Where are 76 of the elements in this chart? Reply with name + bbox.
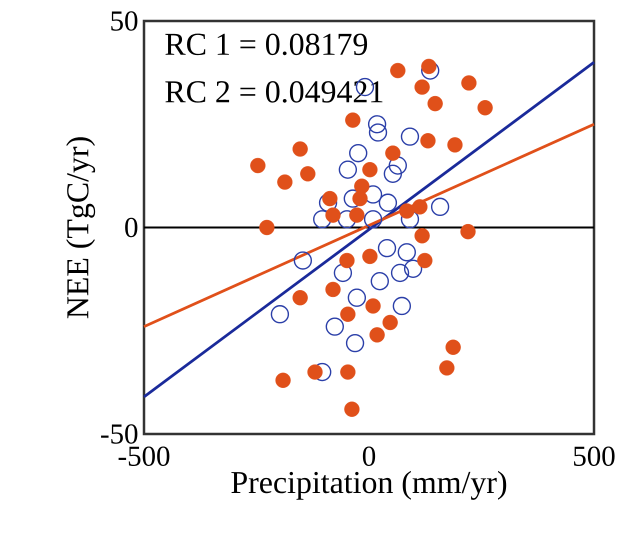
point	[398, 243, 416, 262]
point	[460, 224, 476, 240]
point	[348, 288, 366, 307]
point	[345, 112, 360, 128]
point	[292, 141, 308, 157]
x-tick-label: 500	[574, 446, 615, 466]
point	[378, 238, 396, 258]
point	[334, 264, 352, 282]
y-tick-label: 0	[125, 218, 138, 238]
point	[414, 79, 430, 95]
point	[430, 198, 450, 216]
point	[307, 364, 323, 380]
x-tick-label: -500	[118, 446, 170, 466]
point	[399, 203, 414, 219]
point	[313, 210, 332, 228]
point	[382, 314, 398, 330]
annotation: RC 1 = 0.08179	[165, 34, 368, 56]
point	[368, 123, 388, 142]
point	[340, 306, 356, 322]
point	[384, 164, 402, 183]
point	[250, 158, 266, 174]
point	[322, 190, 338, 206]
point	[346, 334, 364, 352]
point	[390, 264, 410, 282]
point	[325, 282, 341, 298]
point	[340, 364, 356, 380]
point	[325, 207, 341, 223]
x-tick-label: 0	[362, 446, 376, 466]
y-axis-title: NEE (TgC/yr)	[66, 137, 96, 318]
point	[349, 144, 368, 162]
point	[338, 160, 358, 179]
point	[370, 272, 389, 290]
y-tick-label: 50	[111, 11, 138, 31]
point	[421, 61, 440, 80]
point	[400, 210, 420, 228]
point	[461, 75, 477, 91]
point	[368, 115, 386, 134]
point	[349, 207, 365, 223]
point	[292, 290, 308, 306]
point	[259, 220, 275, 236]
point	[420, 133, 436, 148]
point	[275, 372, 291, 388]
point	[338, 210, 356, 228]
point	[378, 194, 398, 212]
point	[339, 252, 355, 268]
point	[447, 137, 463, 153]
point	[300, 166, 316, 182]
point	[364, 210, 382, 228]
point	[352, 190, 368, 206]
point	[365, 298, 381, 314]
point	[369, 327, 385, 343]
point	[344, 402, 360, 417]
point	[412, 199, 428, 215]
point	[294, 251, 312, 270]
point	[400, 127, 420, 146]
point	[390, 62, 406, 78]
x-axis-title: Precipitation (mm/yr)	[231, 470, 506, 500]
point	[385, 145, 401, 161]
y-tick-label: -50	[101, 424, 138, 444]
point	[362, 248, 378, 264]
point	[270, 305, 290, 324]
point	[326, 317, 344, 336]
point	[421, 58, 437, 74]
point	[362, 162, 378, 178]
point	[404, 260, 422, 278]
point	[388, 156, 407, 175]
annotation: RC 2 = 0.049421	[165, 81, 382, 103]
point	[354, 178, 370, 194]
point	[414, 228, 430, 244]
point	[427, 96, 443, 112]
point	[392, 296, 412, 316]
point	[439, 360, 455, 376]
point	[477, 100, 493, 116]
point	[445, 340, 461, 355]
point	[277, 174, 293, 190]
point	[417, 252, 432, 268]
